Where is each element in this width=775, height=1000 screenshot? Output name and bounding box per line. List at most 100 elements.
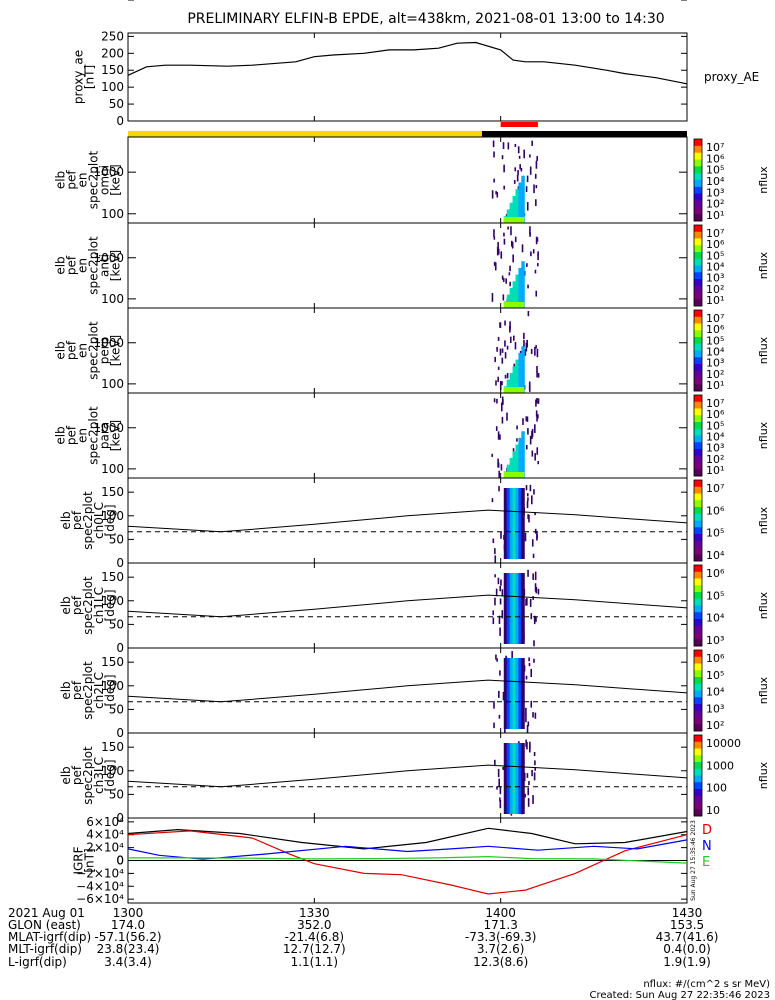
- spectrogram-speck: [493, 398, 496, 403]
- ytick-label: 50: [109, 617, 124, 631]
- ytick-label: 50: [109, 97, 124, 111]
- colorbar-tick-label: 10⁴: [706, 612, 725, 625]
- spectrogram-speck: [529, 232, 531, 237]
- spectrogram-speck: [496, 192, 499, 198]
- colorbar-swatch: [694, 462, 702, 470]
- spectrogram-speck: [534, 424, 536, 433]
- spectrogram-speck: [535, 616, 537, 622]
- spectrogram-ch1LC: [492, 569, 540, 647]
- ytick-label: 4×10⁴: [86, 828, 124, 842]
- colorbar-swatch: [694, 166, 702, 174]
- ephemeris-value: 174.0: [111, 918, 145, 932]
- spectrogram-speck: [498, 615, 501, 624]
- spectrogram-column: [512, 743, 516, 814]
- spectrogram-speck: [501, 381, 503, 386]
- spectrogram-speck: [526, 263, 528, 267]
- spectrogram-speck: [501, 416, 504, 424]
- spectrogram-speck: [497, 248, 500, 255]
- colorbar-tick-label: 10⁶: [706, 567, 725, 580]
- ytick-label: −2×10⁴: [76, 0, 124, 3]
- spectrogram-speck: [536, 237, 539, 242]
- panel-proxy_ae: 250 200 150 100 50 0 proxy_ae[nT] proxy_AE: [72, 29, 760, 128]
- spectrogram-column: [518, 488, 522, 559]
- spectrogram-speck: [504, 340, 506, 347]
- ephemeris-value: 23.8(23.4): [97, 942, 160, 956]
- red-marker-bar: [500, 122, 538, 127]
- spectrogram-speck: [516, 425, 518, 430]
- colorbar-tick-label: 10⁵: [706, 527, 724, 540]
- ephemeris-value: 12.3(8.6): [473, 955, 528, 969]
- spectrogram-speck: [509, 281, 511, 287]
- spectrogram-speck: [504, 725, 506, 734]
- loss-cone-solid-line: [127, 594, 688, 618]
- colorbar-label: nflux: [757, 166, 770, 194]
- spectrogram-speck: [536, 348, 539, 358]
- ylabel-line: elb: [59, 511, 73, 529]
- ylabel-line: pef: [70, 765, 84, 785]
- spectrogram-speck: [495, 588, 498, 597]
- colorbar-swatch: [694, 480, 702, 488]
- colorbar-swatch: [694, 139, 702, 147]
- colorbar-swatch: [694, 768, 702, 776]
- spectrogram-speck: [529, 741, 531, 750]
- colorbar-tick-label: 10³: [706, 357, 724, 370]
- spectrogram-speck: [502, 277, 505, 282]
- colorbar-tick-label: 10⁶: [706, 408, 725, 421]
- spectrogram-speck: [524, 532, 527, 542]
- spectrogram-speck: [505, 214, 508, 219]
- colorbar-tick-label: 10²: [706, 453, 724, 466]
- ytick-label: 1000: [93, 251, 124, 265]
- spectrogram-speck: [512, 254, 514, 263]
- ytick-label: 100: [101, 207, 124, 221]
- colorbar-swatch: [694, 741, 702, 749]
- spectrogram-column: [518, 573, 522, 644]
- panel-para: 1000100elbpefenspec2plotpara[keV]10⁷10⁶1…: [54, 392, 770, 479]
- spectrogram-speck: [503, 185, 505, 190]
- panel-frame: [127, 32, 688, 122]
- side-timestamp: Sun Aug 27 15:35:46 2023: [690, 820, 697, 901]
- spectrogram-column: [506, 464, 511, 478]
- spectrogram-low-energy-band: [503, 472, 525, 478]
- colorbar-swatch: [694, 364, 702, 372]
- spectrogram-speck: [528, 662, 531, 667]
- ylabel-line: pef: [65, 170, 79, 190]
- ytick-label: −2×10⁴: [76, 866, 124, 880]
- colorbar-tick-label: 10⁷: [706, 312, 724, 325]
- spectrogram-speck: [501, 396, 504, 406]
- colorbar-tick-label: 10²: [706, 198, 724, 211]
- spectrogram-speck: [495, 654, 497, 660]
- colorbar-swatch: [694, 337, 702, 345]
- colorbar-swatch: [694, 585, 702, 593]
- spectrogram-speck: [537, 254, 539, 261]
- ytick-label: 1000: [93, 421, 124, 435]
- spectrogram-speck: [496, 658, 498, 662]
- colorbar-tick-label: 10⁵: [706, 249, 724, 262]
- spectrogram-speck: [529, 484, 532, 492]
- colorbar-tick-label: 10⁵: [706, 669, 724, 682]
- spectrogram-column: [506, 658, 511, 729]
- spectrogram-speck: [497, 768, 500, 778]
- spectrogram-speck: [500, 579, 502, 586]
- colorbar-tick-label: 10³: [706, 634, 724, 647]
- ylabel-line: [keV]: [109, 250, 123, 281]
- ephemeris-value: 352.0: [297, 918, 331, 932]
- colorbar-swatch: [694, 677, 702, 685]
- spectrogram-speck: [527, 497, 529, 501]
- spectrogram-column: [521, 175, 525, 223]
- spectrogram-column: [518, 267, 522, 308]
- spectrogram-speck: [501, 610, 504, 619]
- spectrogram-speck: [534, 347, 536, 356]
- ephemeris-value: 12.7(12.7): [283, 942, 346, 956]
- spectrogram-perp: [494, 311, 540, 393]
- spectrogram-column: [515, 359, 519, 393]
- colorbar-swatch: [694, 625, 702, 633]
- spectrogram-column: [509, 573, 514, 644]
- spectrogram-speck: [526, 202, 529, 211]
- spectrogram-speck: [534, 583, 537, 592]
- spectrogram-speck: [532, 249, 535, 254]
- colorbar-tick-label: 10⁶: [706, 323, 725, 336]
- spectrogram-speck: [497, 577, 500, 585]
- colorbar-tick-label: 10⁴: [706, 431, 725, 444]
- ytick-label: 50: [109, 787, 124, 801]
- colorbar-tick-label: 10⁷: [706, 482, 724, 495]
